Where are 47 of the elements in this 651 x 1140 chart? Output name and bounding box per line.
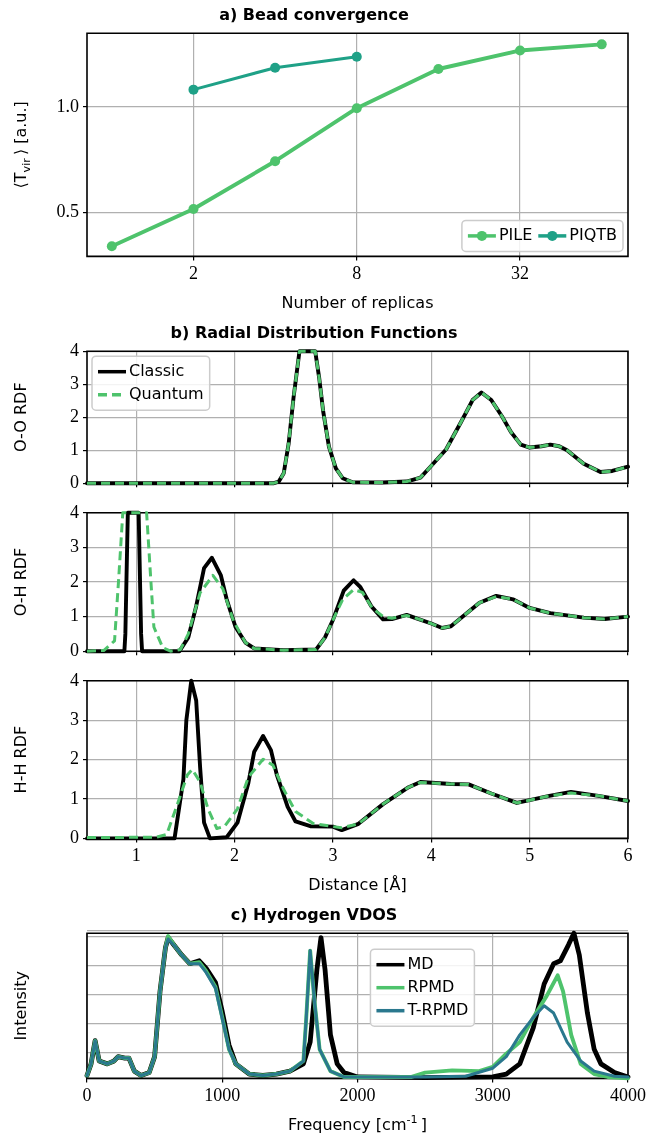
y-tick-label: 1	[70, 787, 79, 808]
x-tick-label: 4	[426, 844, 436, 865]
y-tick-label: 1.0	[56, 95, 79, 116]
y-tick-label: 1	[70, 438, 79, 459]
x-tick-label: 1	[131, 844, 141, 865]
x-tick-label: 3	[328, 844, 338, 865]
x-tick-label: 8	[352, 262, 362, 283]
legend-label: Classic	[129, 360, 185, 380]
x-tick-label: 2000	[339, 1084, 376, 1105]
y-axis-title: ⟨Tvir⟩ [a.u.]	[11, 101, 33, 189]
legend-label: Quantum	[129, 383, 204, 403]
legend-label: PIQTB	[569, 225, 618, 245]
x-tick-label: 3000	[474, 1084, 511, 1105]
x-tick-label: 32	[511, 262, 530, 283]
x-tick-label: 1000	[204, 1084, 241, 1105]
y-tick-label: 2	[70, 570, 79, 591]
y-tick-label: 0.5	[56, 200, 79, 221]
legend-label: PILE	[498, 225, 533, 245]
y-axis-title: H-H RDF	[11, 725, 31, 794]
y-tick-label: 4	[70, 339, 79, 360]
legend-label: T-RPMD	[406, 999, 469, 1019]
chart-title: b) Radial Distribution Functions	[170, 322, 458, 342]
x-tick-label: 6	[623, 844, 633, 865]
y-tick-label: 3	[70, 372, 79, 393]
y-tick-label: 1	[70, 605, 79, 626]
y-tick-label: 4	[70, 501, 79, 522]
y-tick-label: 0	[70, 471, 79, 492]
x-axis-title: Distance [Å]	[308, 875, 407, 895]
y-axis-title: Intensity	[11, 970, 31, 1041]
y-tick-label: 2	[70, 748, 79, 769]
chart-title: c) Hydrogen VDOS	[230, 904, 398, 924]
x-tick-label: 2	[230, 844, 240, 865]
y-tick-label: 3	[70, 708, 79, 729]
x-tick-label: 2	[188, 262, 198, 283]
legend-label: MD	[407, 953, 434, 973]
x-tick-label: 4000	[610, 1084, 646, 1105]
chart-title: a) Bead convergence	[219, 4, 409, 24]
y-tick-label: 3	[70, 536, 79, 557]
legend-label: RPMD	[407, 976, 455, 996]
x-tick-label: 5	[525, 844, 535, 865]
y-tick-label: 4	[70, 669, 79, 690]
y-axis-title: O-O RDF	[11, 382, 31, 452]
y-axis-title: O-H RDF	[11, 547, 31, 617]
x-axis-title: Number of replicas	[281, 293, 434, 313]
y-tick-label: 0	[70, 639, 79, 660]
y-tick-label: 2	[70, 405, 79, 426]
y-tick-label: 0	[70, 827, 79, 848]
